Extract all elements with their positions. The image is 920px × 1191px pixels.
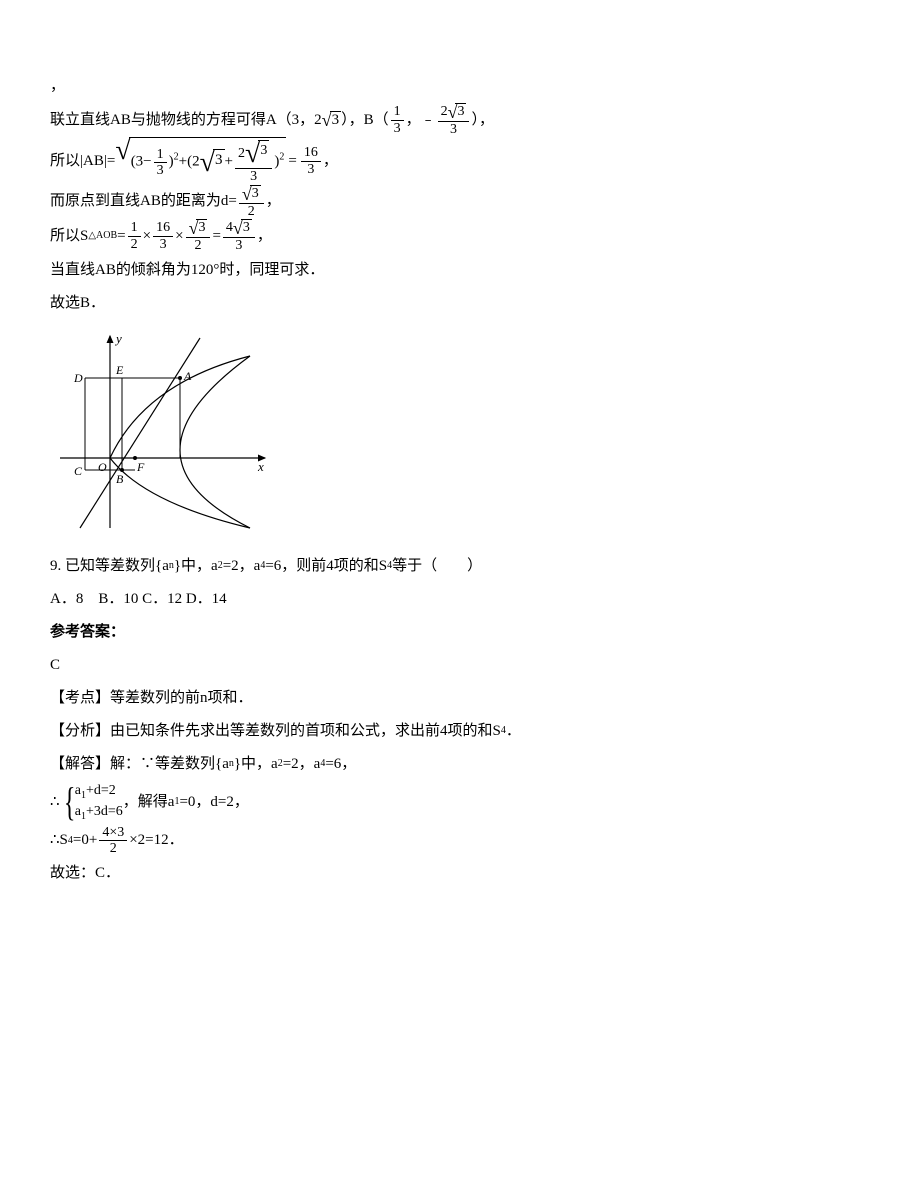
svg-text:F: F	[136, 460, 145, 474]
svg-text:x: x	[257, 459, 264, 474]
jieda-s4: ∴ S4=0+ 4×32 ×2=12．	[50, 824, 870, 857]
answer-label: 参考答案：	[50, 616, 870, 649]
line-ab-points: 联立直线AB与抛物线的方程可得A（3，2 √3 ），B（ 13 ，﹣ 2√3 3…	[50, 103, 870, 137]
fenxi: 【分析】由已知条件先求出等差数列的首项和公式，求出前4项的和S4．	[50, 715, 870, 748]
parabola-graph: y x O A B C D E F	[50, 328, 280, 538]
line-distance-d: 而原点到直线AB的距离为d= √3 2 ，	[50, 185, 870, 219]
solution-body: ， 联立直线AB与抛物线的方程可得A（3，2 √3 ），B（ 13 ，﹣ 2√3…	[50, 70, 870, 890]
question-9-options: A．8 B．10 C．12 D．14	[50, 583, 870, 616]
svg-text:A: A	[183, 369, 192, 383]
svg-text:O: O	[98, 460, 107, 474]
svg-text:D: D	[73, 371, 83, 385]
kaodian: 【考点】等差数列的前n项和．	[50, 682, 870, 715]
line-120deg: 当直线AB的倾斜角为120°时，同理可求．	[50, 254, 870, 287]
question-9: 9. 已知等差数列{an}中，a2=2，a4=6，则前4项的和S4等于（ ）	[50, 550, 870, 583]
svg-text:C: C	[74, 464, 83, 478]
svg-text:y: y	[114, 331, 122, 346]
line-area: 所以S△AOB= 12 × 163 × √32 = 4√33 ，	[50, 219, 870, 253]
leading-comma: ，	[50, 70, 870, 103]
svg-text:B: B	[116, 472, 124, 486]
jieda-system: ∴ { a1+d=2 a1+3d=6 ，解得a1=0，d=2，	[50, 781, 870, 825]
jieda-line1: 【解答】解：∵等差数列{an}中，a2=2，a4=6，	[50, 748, 870, 781]
svg-text:E: E	[115, 363, 124, 377]
answer-value: C	[50, 649, 870, 682]
final-answer: 故选：C．	[50, 857, 870, 890]
line-ab-length: 所以|AB|= √ (3−13)2+(2√3+2√33)2 = 163 ，	[50, 137, 870, 184]
line-answer-b: 故选B．	[50, 287, 870, 320]
